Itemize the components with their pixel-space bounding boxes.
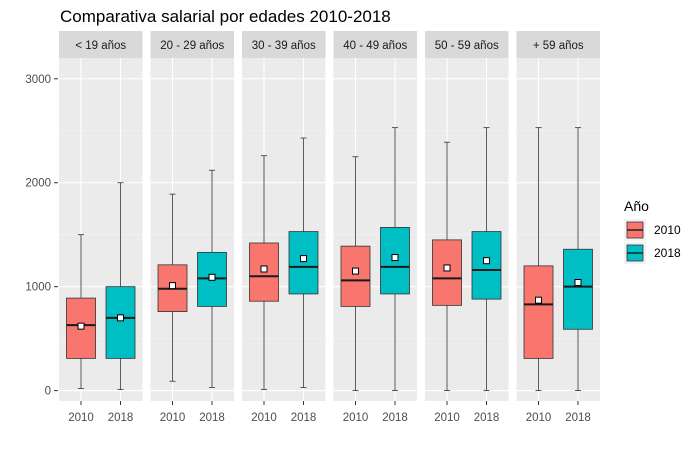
facet-panel: < 19 años 2010 2018 xyxy=(59,31,143,424)
box-iqr xyxy=(563,248,593,330)
box-2010 xyxy=(66,234,96,389)
box-iqr xyxy=(105,286,136,359)
y-tick-label: 2000 xyxy=(25,178,51,190)
box-iqr xyxy=(432,239,462,306)
facet-strip xyxy=(333,31,417,58)
x-tick-label: 2010 xyxy=(68,412,94,424)
facet-strip-label: 40 - 49 años xyxy=(343,40,407,52)
facet-strip xyxy=(59,31,143,58)
legend-item: 2018 xyxy=(624,242,681,264)
x-tick-label: 2018 xyxy=(474,412,500,424)
box-2010 xyxy=(157,193,188,382)
facet-panel: 50 - 59 años 2010 2018 xyxy=(425,31,509,424)
facet-strip xyxy=(242,31,326,58)
box-2018 xyxy=(288,137,319,388)
y-axis: 0 1000 2000 3000 xyxy=(25,74,58,398)
legend-label: 2010 xyxy=(654,223,681,237)
facet-panel: 30 - 39 años 2010 2018 xyxy=(242,31,326,424)
facet-strip-label: 20 - 29 años xyxy=(160,40,224,52)
facet-strip xyxy=(516,31,600,58)
box-2010 xyxy=(340,156,371,392)
box-2010 xyxy=(432,141,462,392)
mean-marker xyxy=(443,264,451,272)
panel-background xyxy=(425,58,509,401)
legend: Año 2010 2018 xyxy=(624,198,681,264)
x-tick-label: 2018 xyxy=(565,412,591,424)
x-tick-label: 2018 xyxy=(291,412,317,424)
panel-background xyxy=(242,58,326,401)
box-2010 xyxy=(249,155,279,390)
mean-marker xyxy=(483,257,490,265)
box-2018 xyxy=(380,127,410,392)
box-iqr xyxy=(471,231,502,300)
facet-panel: 40 - 49 años 2010 2018 xyxy=(333,31,417,424)
facet-strip-label: 50 - 59 años xyxy=(435,40,499,52)
box-iqr xyxy=(523,265,554,359)
legend-label: 2018 xyxy=(654,246,681,260)
facet-panel: 20 - 29 años 2010 2018 xyxy=(150,31,234,424)
box-iqr xyxy=(288,231,319,295)
facet-strip-label: 30 - 39 años xyxy=(252,40,316,52)
facet-strip xyxy=(425,31,509,58)
y-tick-label: 0 xyxy=(45,386,51,398)
x-tick-label: 2018 xyxy=(199,412,225,424)
box-2018 xyxy=(563,127,593,392)
legend-item: 2010 xyxy=(624,219,681,241)
mean-marker xyxy=(208,273,216,281)
mean-marker xyxy=(117,314,124,322)
facet-strip-label: + 59 años xyxy=(533,40,584,52)
x-tick-label: 2018 xyxy=(382,412,408,424)
x-tick-label: 2010 xyxy=(343,412,369,424)
y-tick-label: 1000 xyxy=(25,282,51,294)
x-tick-label: 2010 xyxy=(251,412,277,424)
mean-marker xyxy=(300,255,307,263)
x-tick-label: 2018 xyxy=(108,412,134,424)
x-tick-label: 2010 xyxy=(526,412,552,424)
mean-marker xyxy=(574,279,582,287)
mean-marker xyxy=(169,282,176,290)
mean-marker xyxy=(391,254,399,262)
facet-strip-label: < 19 años xyxy=(75,40,126,52)
chart-title: Comparativa salarial por edades 2010-201… xyxy=(60,7,391,26)
mean-marker xyxy=(260,265,268,273)
box-iqr xyxy=(340,245,371,307)
x-tick-label: 2010 xyxy=(434,412,460,424)
box-2010 xyxy=(523,127,554,392)
box-2018 xyxy=(197,169,227,388)
panel-background xyxy=(150,58,234,401)
mean-marker xyxy=(77,322,85,330)
mean-marker xyxy=(535,296,542,304)
mean-marker xyxy=(352,267,359,275)
box-2018 xyxy=(105,182,136,390)
facet-strip xyxy=(150,31,234,58)
y-tick-label: 3000 xyxy=(25,74,51,86)
facet-panel: + 59 años 2010 2018 xyxy=(516,31,600,424)
legend-title: Año xyxy=(624,198,649,214)
box-2018 xyxy=(471,127,502,392)
x-tick-label: 2010 xyxy=(160,412,186,424)
